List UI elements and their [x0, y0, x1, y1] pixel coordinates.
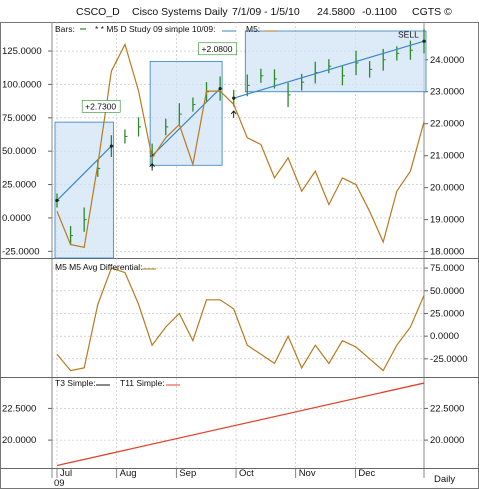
legend-study: * * M5 D Study 09 simple 10/09:: [95, 24, 215, 34]
differential-line: [56, 267, 425, 372]
trend-line: [56, 145, 112, 201]
left-tick-label: 25.0000: [2, 180, 36, 191]
right-tick-label: 18.0000: [430, 247, 464, 258]
t3-left-tick-label: 20.0000: [2, 435, 36, 446]
year-label: 09: [54, 478, 65, 489]
trend-line: [233, 40, 425, 99]
left-tick-label: 100.0000: [2, 79, 42, 90]
trend-point: [422, 39, 426, 43]
diff-tick-label: 0.0000: [430, 331, 459, 342]
study-box: [149, 60, 223, 166]
t3-right-tick-label: 20.0000: [430, 435, 464, 446]
left-tick-label: 125.0000: [2, 46, 42, 57]
symbol-label: CSCO_D: [76, 6, 120, 18]
month-label: Sep: [179, 468, 196, 479]
right-tick-label: 20.0000: [430, 183, 464, 194]
trend-line: [151, 88, 221, 157]
legend-t3: T3 Simple:: [55, 378, 96, 388]
trend-point: [109, 144, 113, 148]
annotation-box: [81, 100, 121, 113]
brand-label: CGTS ©: [412, 6, 452, 18]
legend-m5: M5:: [246, 24, 260, 34]
month-label: Aug: [120, 468, 137, 479]
diff-tick-label: -25.0000: [430, 354, 468, 365]
right-tick-label: 23.0000: [430, 87, 464, 98]
diff-tick-label: 50.0000: [430, 286, 464, 297]
chart-header: CSCO_D Cisco Systems Daily 7/1/09 - 1/5/…: [0, 0, 479, 22]
date-range: 7/1/09 - 1/5/10: [232, 6, 300, 18]
diff-tick-label: 75.0000: [430, 263, 464, 274]
month-label: Oct: [239, 468, 254, 479]
legend-bars: Bars:: [55, 24, 75, 34]
right-tick-label: 19.0000: [430, 215, 464, 226]
study-box: [54, 121, 114, 259]
legend-t11: T11 Simple:: [120, 378, 165, 388]
left-tick-label: -25.0000: [2, 246, 40, 257]
gain-annotation: +2.7300: [85, 101, 116, 111]
month-label: Jul: [60, 468, 72, 479]
right-tick-label: 21.0000: [430, 151, 464, 162]
left-tick-label: 0.0000: [2, 213, 31, 224]
oscillator-line: [56, 42, 425, 249]
study-box: [244, 30, 427, 93]
right-tick-label: 24.0000: [430, 55, 464, 66]
price-change: -0.1100: [362, 6, 397, 18]
trend-point: [232, 96, 236, 100]
month-label: Dec: [358, 468, 375, 479]
period-label: Daily: [434, 474, 455, 485]
diff-tick-label: 25.0000: [430, 308, 464, 319]
trend-point: [55, 198, 59, 203]
sell-annotation: SELL: [398, 29, 419, 39]
entry-arrow: [230, 110, 237, 118]
trend-point: [218, 86, 222, 91]
legend-differential: M5 M5 Avg Differential:: [55, 262, 143, 272]
right-tick-label: 22.0000: [430, 119, 464, 130]
t3-right-tick-label: 22.5000: [430, 403, 464, 414]
last-price: 24.5800: [317, 6, 355, 18]
t11-line: [56, 382, 425, 467]
month-label: Nov: [299, 468, 316, 479]
annotation-box: [198, 42, 237, 56]
left-tick-label: 50.0000: [2, 146, 36, 157]
t3-left-tick-label: 22.5000: [2, 403, 36, 414]
left-tick-label: 75.0000: [2, 113, 36, 124]
gain-annotation: +2.0800: [202, 44, 233, 54]
entry-arrow: [149, 162, 155, 171]
security-name: Cisco Systems Daily: [132, 6, 228, 18]
